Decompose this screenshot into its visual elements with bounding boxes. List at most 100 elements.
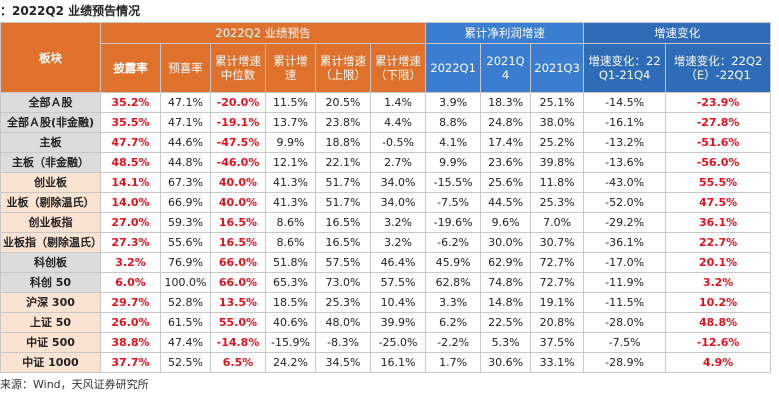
table-cell: 40.0% [210, 192, 266, 213]
table-cell: 22.5% [480, 312, 532, 333]
table-row: 业板（剔除温氏） 14.0% 66.9% 40.0% 41.3% 51.7% 34.0% -7… [0, 192, 772, 213]
table-cell: 51.7% [315, 172, 371, 193]
table-cell: 9.9% [425, 152, 482, 173]
table-cell: -15.9% [265, 332, 316, 353]
table-row: 全部Ａ股(非金融) 35.5% 47.1% -19.1% 13.7% 23.8% 4.4% 8… [0, 112, 772, 133]
table-cell: -7.5% [583, 332, 667, 353]
table-cell: 7.0% [530, 212, 585, 233]
table-cell: 30.0% [480, 232, 532, 253]
table-row: 主板（非金融） 48.5% 44.8% -46.0% 12.1% 22.1% 2.7% 9.9… [0, 152, 772, 173]
table-cell: 33.1% [530, 352, 585, 373]
header-row: 披露率 预喜率 累计增速中位数 累计增速 累计增速（上限） 累计增速（下限） 2022Q1 2… [1, 43, 772, 93]
table-cell: 13.5% [210, 292, 266, 313]
table-cell: 38.0% [530, 112, 585, 133]
table-cell: -12.6% [665, 332, 772, 353]
table-cell: 13.7% [265, 112, 316, 133]
table-cell: -51.6% [665, 132, 772, 153]
table-cell: 4.1% [425, 132, 482, 153]
table-cell: 3.2% [100, 252, 161, 273]
table-cell: 34.5% [315, 352, 371, 373]
table-cell: 76.9% [160, 252, 211, 273]
table-cell: 16.5% [210, 232, 266, 253]
table-cell: 40.0% [210, 172, 266, 193]
table-cell: 3.2% [665, 272, 772, 293]
table-cell: -8.3% [315, 332, 371, 353]
table-cell: 8.6% [265, 232, 316, 253]
table-cell: 72.7% [530, 252, 585, 273]
table-cell: 100.0% [160, 272, 211, 293]
table-cell: 11.5% [265, 92, 316, 113]
row-label: 创业板指 [0, 212, 101, 233]
row-label: 业板指（剔除温氏） [0, 232, 101, 253]
table-cell: 11.8% [530, 172, 585, 193]
table-cell: 12.1% [265, 152, 316, 173]
table-cell: 3.2% [369, 212, 427, 233]
group-header-cell: 2022Q2 业绩预告 [99, 22, 427, 44]
table-row: 中证 1000 37.7% 52.5% 6.5% 24.2% 34.5% 16.1% 1.7%… [0, 352, 772, 373]
table-cell: -13.6% [583, 152, 667, 173]
table-cell: 20.1% [665, 252, 772, 273]
table-cell: 16.1% [369, 352, 427, 373]
row-label: 科创 50 [0, 272, 101, 293]
header-cell: 累计增速中位数 [210, 43, 266, 93]
table-cell: 24.8% [480, 112, 532, 133]
table-cell: 55.0% [210, 312, 266, 333]
table-cell: 25.1% [530, 92, 585, 113]
row-label: 科创板 [0, 252, 101, 273]
table-title: ：2022Q2 业绩预告情况 [0, 4, 141, 18]
table-cell: 9.6% [480, 212, 532, 233]
table-cell: 14.0% [100, 192, 161, 213]
table-cell: 2.7% [369, 152, 427, 173]
table-cell: -20.0% [210, 92, 266, 113]
row-label: 中证 500 [0, 332, 101, 353]
table-cell: -28.0% [583, 312, 667, 333]
table-cell: 3.2% [369, 232, 427, 253]
table-row: 主板 47.7% 44.6% -47.5% 9.9% 18.8% -0.5% 4.1% 17.4… [0, 132, 772, 153]
table-cell: 62.9% [480, 252, 532, 273]
row-label: 创业板 [0, 172, 101, 193]
row-label: 主板（非金融） [0, 152, 101, 173]
table-cell: 66.9% [160, 192, 211, 213]
table-cell: 25.2% [530, 132, 585, 153]
row-label: 沪深 300 [0, 292, 101, 313]
table-cell: 23.8% [315, 112, 371, 133]
header-cell: 增速变化：22Q1-21Q4 [583, 43, 667, 93]
table-cell: -19.1% [210, 112, 266, 133]
header-cell: 2022Q1 [425, 43, 482, 93]
table-cell: 16.5% [315, 212, 371, 233]
table-cell: 61.5% [160, 312, 211, 333]
table-cell: -14.8% [210, 332, 266, 353]
table-cell: 55.5% [665, 172, 772, 193]
table-cell: 25.3% [530, 192, 585, 213]
table-cell: 44.6% [160, 132, 211, 153]
table-cell: 41.3% [265, 192, 316, 213]
table-cell: 47.1% [160, 112, 211, 133]
table-cell: -25.0% [369, 332, 427, 353]
table-cell: 62.8% [425, 272, 482, 293]
table-cell: 24.2% [265, 352, 316, 373]
header-cell: 累计增速（上限） [315, 43, 371, 93]
source-note: 来源：Wind，天风证券研究所 [0, 378, 149, 391]
table-cell: 25.3% [315, 292, 371, 313]
header-cell: 增速变化：22Q2（E）-22Q1 [665, 43, 772, 93]
table-cell: 4.4% [369, 112, 427, 133]
data-table: 板块 2022Q2 业绩预告 累计净利润增速 增速变化 披露率 预喜率 累计增速中位数 累计增… [0, 22, 772, 373]
table-cell: -52.0% [583, 192, 667, 213]
table-cell: 38.8% [100, 332, 161, 353]
header-cell: 累计增速（下限） [369, 43, 427, 93]
table-cell: 51.7% [315, 192, 371, 213]
table-cell: 41.3% [265, 172, 316, 193]
table-cell: -47.5% [210, 132, 266, 153]
table-row: 创业板指 27.0% 59.3% 16.5% 8.6% 16.5% 3.2% -19.6% 9.… [0, 212, 772, 233]
table-cell: 66.0% [210, 272, 266, 293]
table-cell: 47.4% [160, 332, 211, 353]
table-row: 沪深 300 29.7% 52.8% 13.5% 18.5% 25.3% 10.4% 3.3%… [0, 292, 772, 313]
table-cell: 18.5% [265, 292, 316, 313]
row-label: 全部Ａ股(非金融) [0, 112, 101, 133]
table-cell: 47.7% [100, 132, 161, 153]
table-cell: 48.5% [100, 152, 161, 173]
table-cell: 18.8% [315, 132, 371, 153]
row-label: 全部Ａ股 [0, 92, 101, 113]
table-cell: 35.2% [100, 92, 161, 113]
